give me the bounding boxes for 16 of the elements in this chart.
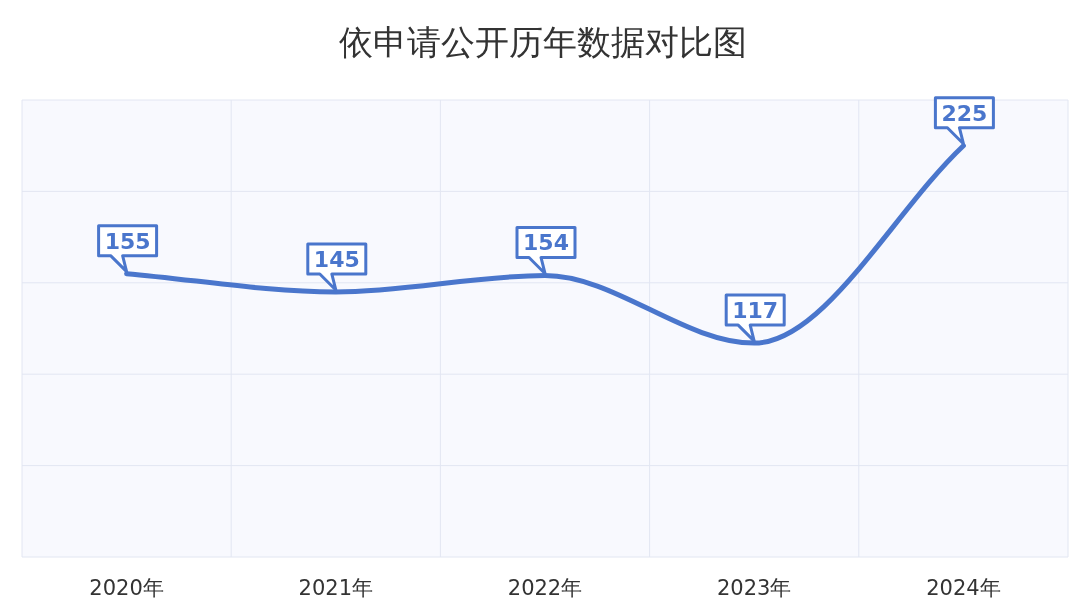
data-label: 117 bbox=[724, 293, 786, 343]
data-label: 145 bbox=[313, 246, 360, 272]
x-tick-label: 2023年 bbox=[716, 576, 792, 600]
data-label: 154 bbox=[523, 230, 569, 256]
x-tick-label: 2024年 bbox=[926, 576, 1001, 600]
x-tick-label: 2022年 bbox=[507, 576, 583, 600]
chart-title: 依申请公开历年数据对比图 bbox=[339, 22, 747, 62]
data-label: 117 bbox=[732, 298, 779, 324]
data-label: 225 bbox=[941, 100, 988, 126]
data-label: 154 bbox=[515, 226, 577, 275]
x-tick-label: 2021年 bbox=[298, 576, 374, 600]
data-label: 145 bbox=[306, 242, 368, 292]
data-label: 155 bbox=[104, 228, 151, 254]
data-label: 155 bbox=[97, 224, 159, 274]
data-label: 225 bbox=[933, 96, 995, 146]
x-tick-label: 2020年 bbox=[89, 576, 164, 600]
